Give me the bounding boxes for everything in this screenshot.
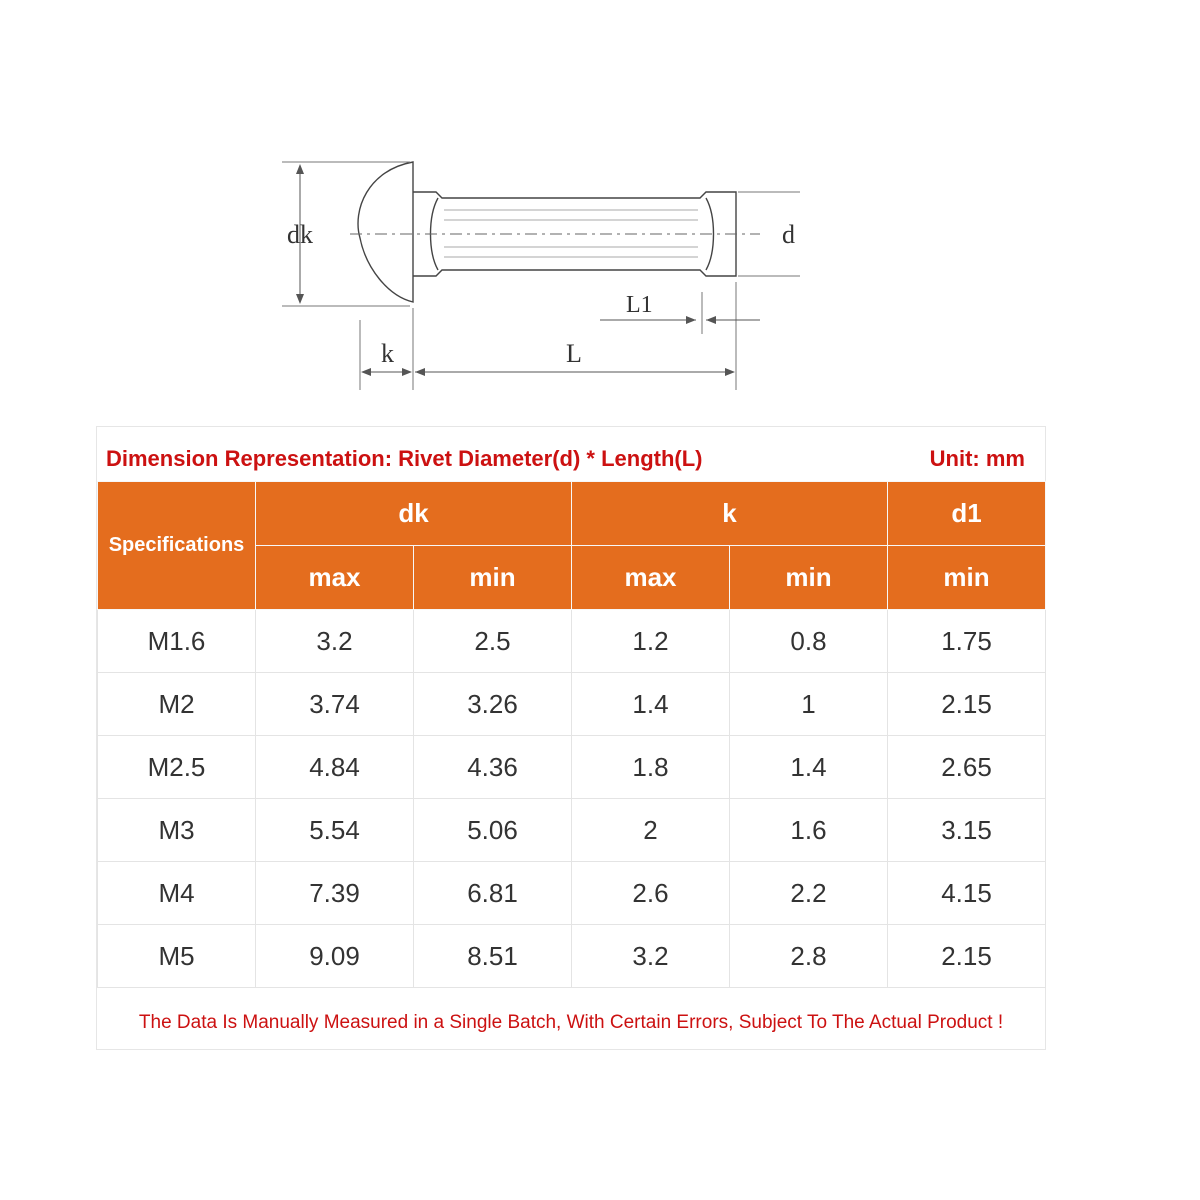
table-cell: 6.81	[413, 861, 572, 925]
table-cell: 1.2	[571, 609, 730, 673]
table-row: M4 7.39 6.81 2.6 2.2 4.15	[97, 861, 1046, 925]
table-row: M3 5.54 5.06 2 1.6 3.15	[97, 798, 1046, 862]
table-cell: 2.15	[887, 924, 1046, 988]
disclaimer-note: The Data Is Manually Measured in a Singl…	[138, 1012, 1004, 1033]
table-cell: 3.74	[255, 672, 414, 736]
table-cell: 3.26	[413, 672, 572, 736]
k-label: k	[381, 339, 394, 368]
table-cell: 7.39	[255, 861, 414, 925]
spec-cell: M5	[97, 924, 256, 988]
table-cell: 1.4	[571, 672, 730, 736]
l1-label: L1	[626, 292, 653, 318]
table-cell: 1.6	[729, 798, 888, 862]
subheader-k-min: min	[729, 545, 888, 610]
spec-table: Specifications dk k d1 max min max min m…	[97, 481, 1046, 988]
table-cell: 1.4	[729, 735, 888, 799]
table-cell: 2.65	[887, 735, 1046, 799]
dimension-caption: Dimension Representation: Rivet Diameter…	[106, 446, 703, 471]
table-cell: 5.54	[255, 798, 414, 862]
table-cell: 0.8	[729, 609, 888, 673]
table-cell: 4.84	[255, 735, 414, 799]
group-header-d1: d1	[887, 481, 1046, 546]
spec-cell: M3	[97, 798, 256, 862]
spec-cell: M1.6	[97, 609, 256, 673]
unit-caption: Unit: mm	[929, 446, 1025, 471]
table-cell: 4.15	[887, 861, 1046, 925]
table-cell: 3.15	[887, 798, 1046, 862]
table-row: M1.6 3.2 2.5 1.2 0.8 1.75	[97, 609, 1046, 673]
group-header-dk: dk	[255, 481, 572, 546]
table-cell: 9.09	[255, 924, 414, 988]
spec-cell: M2	[97, 672, 256, 736]
subheader-dk-min: min	[413, 545, 572, 610]
rivet-diagram: dk d L1 k L	[282, 161, 800, 390]
table-cell: 2.6	[571, 861, 730, 925]
table-cell: 2.8	[729, 924, 888, 988]
spec-cell: M2.5	[97, 735, 256, 799]
subheader-dk-max: max	[255, 545, 414, 610]
table-cell: 5.06	[413, 798, 572, 862]
table-cell: 3.2	[571, 924, 730, 988]
dk-label: dk	[287, 220, 313, 249]
table-cell: 2.2	[729, 861, 888, 925]
l-label: L	[566, 339, 582, 368]
spec-cell: M4	[97, 861, 256, 925]
subheader-k-max: max	[571, 545, 730, 610]
header-row-groups: Specifications dk k d1	[97, 481, 1046, 610]
d-label: d	[782, 220, 795, 249]
table-row: M2 3.74 3.26 1.4 1 2.15	[97, 672, 1046, 736]
table-cell: 3.2	[255, 609, 414, 673]
table-row: M5 9.09 8.51 3.2 2.8 2.15	[97, 924, 1046, 988]
table-cell: 1	[729, 672, 888, 736]
spec-header: Specifications	[97, 481, 256, 610]
header-row-sub: max min max min min	[98, 545, 1046, 610]
table-cell: 2.5	[413, 609, 572, 673]
subheader-d1-min: min	[887, 545, 1046, 610]
table-cell: 1.75	[887, 609, 1046, 673]
table-cell: 2.15	[887, 672, 1046, 736]
table-cell: 8.51	[413, 924, 572, 988]
group-header-k: k	[571, 481, 888, 546]
table-cell: 2	[571, 798, 730, 862]
table-cell: 4.36	[413, 735, 572, 799]
table-cell: 1.8	[571, 735, 730, 799]
table-row: M2.5 4.84 4.36 1.8 1.4 2.65	[97, 735, 1046, 799]
